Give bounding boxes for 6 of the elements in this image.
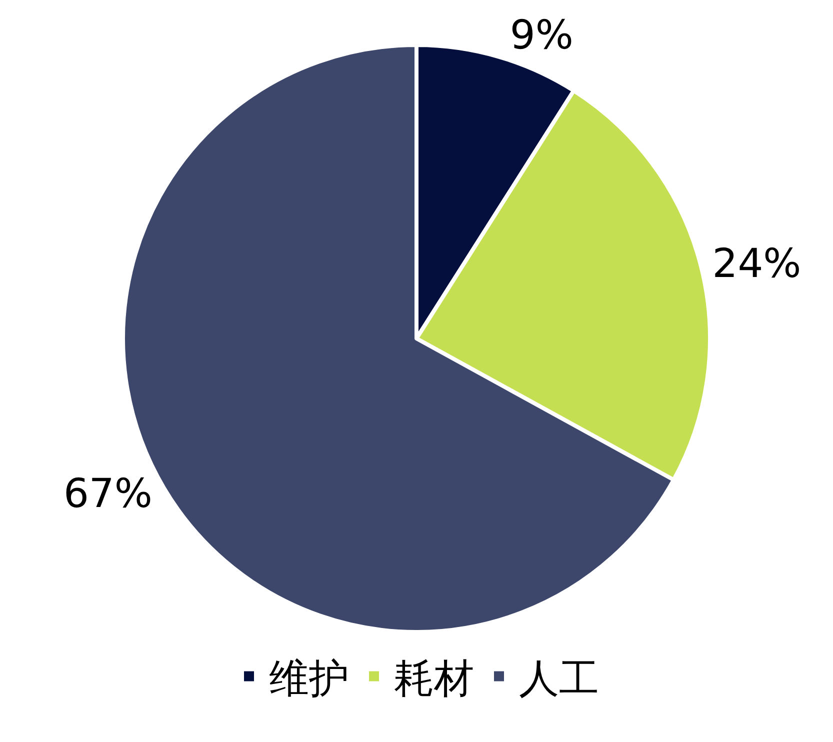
data-label: 9% — [510, 12, 574, 58]
legend-label: 维护 — [269, 656, 349, 702]
legend-label: 人工 — [519, 656, 599, 702]
legend-label: 耗材 — [394, 656, 474, 702]
data-label: 24% — [712, 241, 802, 288]
data-label: 67% — [63, 470, 152, 517]
